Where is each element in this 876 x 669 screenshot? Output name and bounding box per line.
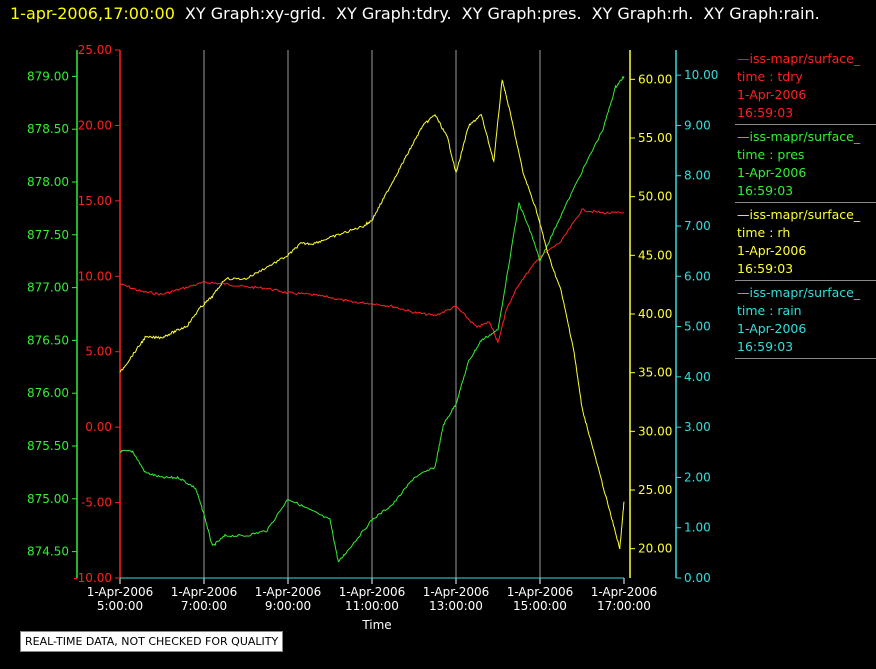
x-tick-label: 1-Apr-2006 (339, 585, 406, 599)
legend-series-line: —iss-mapr/surface_ (737, 207, 861, 222)
x-tick-label: 9:00:00 (265, 599, 311, 613)
rh-tick-label: 55.00 (638, 131, 672, 145)
tdry-tick-label: 10.00 (78, 269, 112, 283)
tdry-tick-label: -5.00 (81, 496, 112, 510)
pres-tick-label: 876.50 (27, 333, 69, 347)
series-rh-line (119, 79, 625, 550)
x-tick-label: 1-Apr-2006 (171, 585, 238, 599)
legend-entry-tdry[interactable]: —iss-mapr/surface_ time : tdry 1-Apr-200… (735, 47, 876, 125)
rh-tick-label: 20.00 (638, 542, 672, 556)
x-tick-label: 1-Apr-2006 (507, 585, 574, 599)
legend-series-line: —iss-mapr/surface_ (737, 129, 861, 144)
tdry-tick-label: 5.00 (85, 345, 112, 359)
rain-tick-label: 8.00 (684, 169, 711, 183)
rh-tick-label: 25.00 (638, 483, 672, 497)
pres-tick-label: 875.50 (27, 439, 69, 453)
rain-tick-label: 4.00 (684, 370, 711, 384)
tdry-tick-label: 25.00 (78, 43, 112, 57)
x-tick-label: 13:00:00 (429, 599, 483, 613)
timestamp: 1-apr-2006,17:00:00 (10, 4, 175, 23)
graph-title-bar: 1-apr-2006,17:00:00 XY Graph:xy-grid. XY G… (0, 0, 820, 30)
rain-tick-label: 0.00 (684, 571, 711, 585)
legend-time: 16:59:03 (737, 183, 794, 198)
legend-date: 1-Apr-2006 (737, 321, 807, 336)
rain-tick-label: 10.00 (684, 68, 718, 82)
x-tick-label: 7:00:00 (181, 599, 227, 613)
pres-tick-label: 879.00 (27, 69, 69, 83)
legend-date: 1-Apr-2006 (737, 87, 807, 102)
graph-name-rh[interactable]: XY Graph:rh. (591, 4, 694, 23)
rh-tick-label: 30.00 (638, 424, 672, 438)
tdry-tick-label: 15.00 (78, 194, 112, 208)
tdry-tick-label: 0.00 (85, 420, 112, 434)
legend-series-line: —iss-mapr/surface_ (737, 51, 861, 66)
rain-tick-label: 5.00 (684, 320, 711, 334)
legend-time: 16:59:03 (737, 339, 794, 354)
legend-time: 16:59:03 (737, 105, 794, 120)
tdry-tick-label: -10.00 (73, 571, 112, 585)
x-tick-label: 1-Apr-2006 (423, 585, 490, 599)
pres-tick-label: 878.00 (27, 175, 69, 189)
graph-name-pres[interactable]: XY Graph:pres. (461, 4, 582, 23)
rh-tick-label: 50.00 (638, 190, 672, 204)
legend-field: time : tdry (737, 69, 803, 84)
pres-tick-label: 878.50 (27, 122, 69, 136)
legend-time: 16:59:03 (737, 261, 794, 276)
pres-tick-label: 876.00 (27, 386, 69, 400)
legend-entry-rain[interactable]: —iss-mapr/surface_ time : rain 1-Apr-200… (735, 281, 876, 359)
legend-field: time : rain (737, 303, 802, 318)
rh-tick-label: 35.00 (638, 366, 672, 380)
x-axis-title: Time (361, 618, 391, 632)
x-tick-label: 17:00:00 (597, 599, 651, 613)
graph-name-tdry[interactable]: XY Graph:tdry. (336, 4, 452, 23)
legend: —iss-mapr/surface_ time : tdry 1-Apr-200… (735, 47, 876, 359)
rain-tick-label: 1.00 (684, 521, 711, 535)
series-tdry-line (119, 208, 625, 344)
rain-tick-label: 3.00 (684, 420, 711, 434)
x-tick-label: 5:00:00 (97, 599, 143, 613)
graph-name-rain[interactable]: XY Graph:rain. (703, 4, 820, 23)
rh-tick-label: 40.00 (638, 307, 672, 321)
legend-entry-pres[interactable]: —iss-mapr/surface_ time : pres 1-Apr-200… (735, 125, 876, 203)
graph-name-xy-grid[interactable]: XY Graph:xy-grid. (184, 4, 327, 23)
legend-field: time : pres (737, 147, 805, 162)
pres-tick-label: 877.50 (27, 228, 69, 242)
x-tick-label: 1-Apr-2006 (591, 585, 658, 599)
legend-entry-rh[interactable]: —iss-mapr/surface_ time : rh 1-Apr-2006 … (735, 203, 876, 281)
rain-tick-label: 7.00 (684, 219, 711, 233)
legend-date: 1-Apr-2006 (737, 243, 807, 258)
pres-tick-label: 874.50 (27, 545, 69, 559)
rh-tick-label: 60.00 (638, 72, 672, 86)
tdry-tick-label: 20.00 (78, 118, 112, 132)
legend-date: 1-Apr-2006 (737, 165, 807, 180)
quality-notice: REAL-TIME DATA, NOT CHECKED FOR QUALITY (20, 631, 284, 652)
x-tick-label: 1-Apr-2006 (255, 585, 322, 599)
x-tick-label: 1-Apr-2006 (87, 585, 154, 599)
pres-tick-label: 875.00 (27, 492, 69, 506)
rain-tick-label: 2.00 (684, 470, 711, 484)
legend-series-line: —iss-mapr/surface_ (737, 285, 861, 300)
series-pres-line (119, 75, 625, 563)
rh-tick-label: 45.00 (638, 248, 672, 262)
pres-tick-label: 877.00 (27, 281, 69, 295)
x-tick-label: 11:00:00 (345, 599, 399, 613)
rain-tick-label: 9.00 (684, 118, 711, 132)
legend-field: time : rh (737, 225, 791, 240)
x-tick-label: 15:00:00 (513, 599, 567, 613)
rain-tick-label: 6.00 (684, 269, 711, 283)
